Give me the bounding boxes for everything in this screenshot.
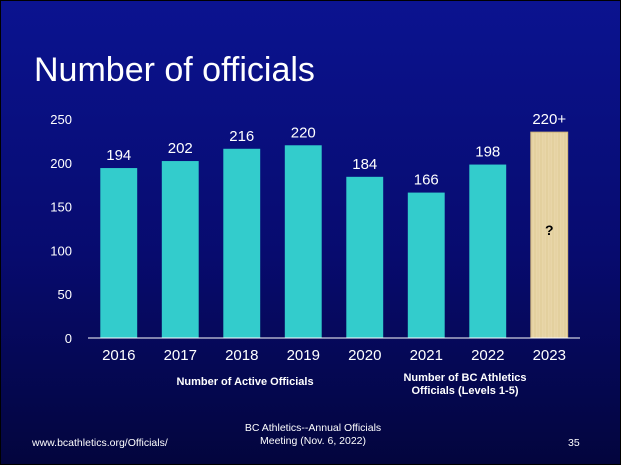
footer-url: www.bcathletics.org/Officials/ bbox=[32, 437, 168, 449]
x-tick-label: 2017 bbox=[164, 347, 197, 364]
bar bbox=[223, 148, 261, 338]
footer-page-number: 35 bbox=[568, 437, 580, 449]
data-labels: 194 202 216 220 184 166 198 220+? bbox=[106, 111, 566, 238]
bars bbox=[100, 131, 569, 339]
x-tick-label: 2016 bbox=[102, 347, 135, 364]
y-tick-label: 100 bbox=[50, 243, 72, 258]
y-tick-label: 50 bbox=[58, 287, 72, 302]
data-label: 166 bbox=[414, 172, 439, 189]
x-tick-label: 2020 bbox=[348, 347, 381, 364]
y-axis: 0 50 100 150 200 250 bbox=[50, 112, 72, 346]
data-label: 216 bbox=[229, 128, 254, 145]
unknown-value-mark: ? bbox=[545, 222, 554, 238]
data-label: 202 bbox=[168, 140, 193, 157]
bar bbox=[469, 164, 507, 338]
bar bbox=[346, 176, 384, 338]
bar bbox=[407, 192, 445, 338]
y-tick-label: 0 bbox=[65, 331, 72, 346]
x-tick-label: 2021 bbox=[410, 347, 443, 364]
x-tick-label: 2018 bbox=[225, 347, 258, 364]
data-label: 220 bbox=[291, 124, 316, 141]
x-tick-label: 2022 bbox=[471, 347, 504, 364]
footer-event: BC Athletics--Annual Officials Meeting (… bbox=[244, 422, 382, 447]
x-tick-label: 2023 bbox=[533, 347, 566, 364]
bar bbox=[530, 131, 569, 339]
bc-officials-note: Number of BC Athletics Officials (Levels… bbox=[403, 372, 527, 397]
bar bbox=[100, 168, 138, 338]
page-title: Number of officials bbox=[34, 51, 315, 89]
data-label: 198 bbox=[475, 144, 500, 161]
x-tick-label: 2019 bbox=[287, 347, 320, 364]
y-tick-label: 250 bbox=[50, 112, 72, 127]
active-officials-note: Number of Active Officials bbox=[176, 376, 314, 388]
y-tick-label: 150 bbox=[50, 200, 72, 215]
bar bbox=[161, 161, 199, 338]
data-label: 194 bbox=[106, 147, 131, 164]
bar bbox=[284, 145, 322, 338]
x-axis: 2016 2017 2018 2019 2020 2021 2022 2023 bbox=[88, 337, 580, 364]
data-label: 220+ bbox=[532, 111, 566, 128]
y-tick-label: 200 bbox=[50, 156, 72, 171]
data-label: 184 bbox=[352, 156, 377, 173]
